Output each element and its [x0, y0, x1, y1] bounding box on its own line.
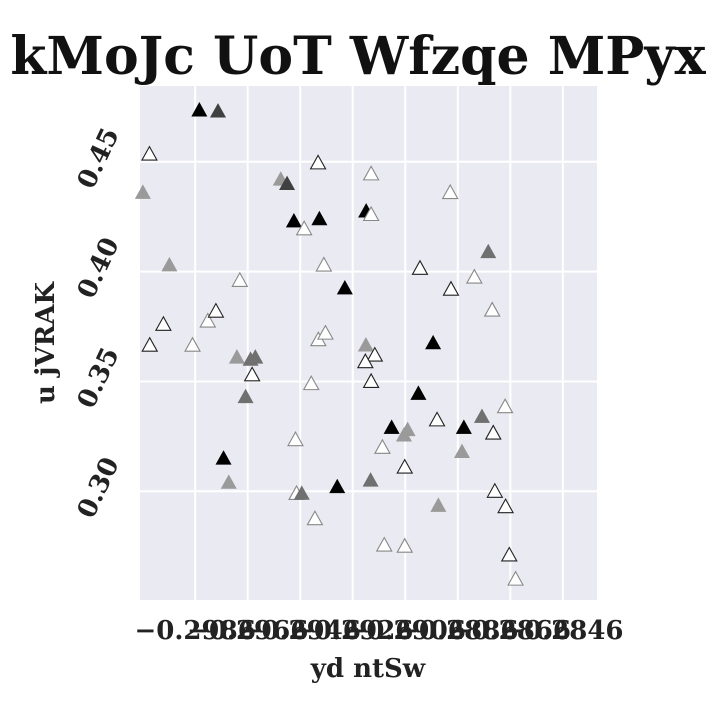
data-point [154, 315, 172, 331]
data-point [220, 474, 237, 489]
data-point [199, 312, 217, 328]
data-point [215, 450, 232, 465]
data-point [161, 256, 178, 272]
data-point [247, 349, 264, 364]
chart-title: kMoJc UoT Wfzqe MPyx [10, 26, 706, 87]
data-point [311, 210, 328, 226]
data-point [293, 485, 310, 500]
data-point [237, 388, 254, 404]
x-tick-label: −0.2866 [450, 616, 571, 646]
data-point [356, 353, 374, 369]
data-point [455, 419, 472, 434]
data-point [483, 301, 501, 317]
data-point [396, 537, 414, 553]
data-point [141, 336, 159, 352]
data-point [134, 184, 151, 199]
data-point [500, 546, 518, 562]
data-point [231, 271, 249, 287]
data-point [441, 183, 459, 200]
data-point [309, 154, 327, 170]
y-tick-labels: 0.30 0.35 0.40 0.45 [72, 123, 126, 523]
y-tick-label: 0.30 [72, 453, 126, 523]
x-tick-label: −0.2846 [502, 616, 623, 646]
data-point [336, 279, 353, 295]
data-point [362, 165, 380, 181]
data-point [302, 375, 320, 391]
data-point [383, 419, 400, 434]
data-point [375, 536, 393, 552]
x-tick-label: −0.2986 [135, 616, 256, 646]
data-point [486, 482, 504, 498]
x-tick-label: −0.2966 [187, 616, 308, 646]
data-point [279, 175, 296, 191]
x-tick-label: −0.2886 [397, 616, 518, 646]
data-point [362, 205, 380, 222]
data-point [362, 372, 380, 388]
data-points [134, 102, 525, 586]
data-point [362, 472, 379, 487]
y-tick-label: 0.40 [72, 233, 126, 303]
data-point [228, 349, 245, 364]
x-tick-label: −0.2946 [240, 616, 361, 646]
data-point [357, 337, 374, 352]
data-point [209, 103, 227, 118]
data-point [207, 302, 225, 318]
data-point [497, 498, 515, 514]
data-point [465, 268, 483, 284]
data-point [410, 385, 427, 400]
data-point [480, 243, 497, 259]
data-point [373, 438, 391, 454]
data-point [411, 259, 429, 275]
data-point [285, 212, 302, 228]
data-point [428, 411, 446, 427]
data-point [316, 324, 334, 340]
data-point [191, 102, 208, 117]
data-point [399, 421, 416, 437]
x-tick-label: −0.2906 [345, 616, 466, 646]
data-point [507, 570, 525, 586]
data-point [329, 478, 346, 494]
data-point [442, 280, 460, 296]
data-point [453, 443, 471, 459]
data-point [430, 497, 447, 512]
data-point [484, 424, 502, 440]
y-tick-label: 0.45 [72, 123, 126, 193]
data-point [141, 145, 158, 161]
data-point [496, 398, 514, 414]
data-point [366, 346, 384, 362]
x-tick-labels: −0.2986−0.2966−0.2946−0.2926−0.2906−0.28… [135, 616, 624, 646]
data-point [295, 220, 313, 236]
data-point [243, 366, 261, 382]
data-point [184, 336, 201, 352]
data-point [425, 334, 442, 350]
data-point [396, 458, 414, 474]
y-tick-label: 0.35 [72, 343, 126, 413]
data-point [306, 510, 324, 526]
x-tick-label: −0.2926 [292, 616, 413, 646]
data-point [287, 431, 304, 447]
y-axis-label: u jVRAK [31, 281, 61, 404]
x-axis-label: yd ntSw [310, 654, 426, 684]
data-point [473, 408, 490, 423]
data-point [315, 256, 333, 272]
